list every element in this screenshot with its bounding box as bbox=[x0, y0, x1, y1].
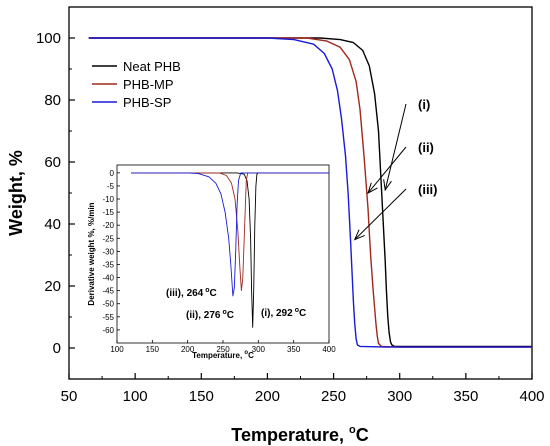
main-y-tick-label: 20 bbox=[44, 278, 61, 295]
inset-peak-label-degree: o bbox=[295, 307, 299, 314]
inset-peak-label-degree: o bbox=[205, 287, 209, 294]
main-y-tick-label: 40 bbox=[44, 216, 61, 233]
annotation-arrowhead-0 bbox=[383, 179, 392, 192]
inset-y-tick-label: -5 bbox=[107, 182, 115, 191]
main-x-axis-title-text: Temperature, bbox=[231, 425, 349, 445]
inset-peak-label-prefix: (ii), bbox=[186, 310, 204, 321]
main-series-group bbox=[88, 37, 532, 348]
annotation-label-0: (i) bbox=[418, 97, 430, 112]
main-x-tick-label: 300 bbox=[387, 388, 412, 405]
inset-y-tick-label: -15 bbox=[102, 208, 114, 217]
main-legend: Neat PHB PHB-MP PHB-SP bbox=[92, 59, 181, 110]
inset-y-tick-label: -60 bbox=[102, 326, 114, 335]
inset-peak-label-2: (i), 292 oC bbox=[261, 307, 306, 319]
inset-x-tick-label: 150 bbox=[146, 345, 160, 354]
main-x-tick-label: 50 bbox=[61, 388, 78, 405]
inset-y-axis-title: Derivative weight %, %/min bbox=[87, 202, 96, 305]
main-y-tick-label: 60 bbox=[44, 154, 61, 171]
main-series-line-2 bbox=[88, 37, 532, 348]
legend-label-1: PHB-MP bbox=[123, 77, 174, 92]
inset-x-axis-title-text: Temperature, bbox=[192, 351, 244, 360]
main-series-line-1 bbox=[88, 37, 532, 348]
inset-peak-label-unit: C bbox=[299, 308, 306, 319]
main-x-axis-title-sup: o bbox=[349, 424, 356, 436]
inset-peak-label-prefix: (iii), bbox=[166, 288, 187, 299]
inset-x-tick-label: 200 bbox=[181, 345, 195, 354]
main-x-tick-label: 250 bbox=[321, 388, 346, 405]
annotation-arrowhead-1 bbox=[367, 182, 378, 195]
inset-x-axis-title-unit: C bbox=[248, 351, 254, 360]
inset-y-tick-label: -45 bbox=[102, 287, 114, 296]
inset-x-axis-title-sup: o bbox=[244, 350, 248, 356]
inset-y-tick-label: -35 bbox=[102, 260, 114, 269]
annotation-arrowhead-2 bbox=[353, 229, 365, 241]
inset-peak-label-unit: C bbox=[210, 288, 217, 299]
main-y-tick-label: 100 bbox=[36, 30, 61, 47]
inset-y-tick-label: -20 bbox=[102, 221, 114, 230]
annotation-arrow-2 bbox=[354, 188, 407, 240]
inset-y-tick-label: -50 bbox=[102, 300, 114, 309]
inset-x-tick-label: 300 bbox=[252, 345, 266, 354]
inset-y-tick-label: -30 bbox=[102, 247, 114, 256]
main-axis-ticks: 50 100 150 200 250 300 350 400 0 20 40 60 80 100 bbox=[36, 6, 545, 405]
inset-y-tick-label: -10 bbox=[102, 195, 114, 204]
annotation-label-1: (ii) bbox=[418, 140, 434, 155]
inset-series-line-1 bbox=[131, 172, 329, 292]
inset-peak-label-value: 276 bbox=[204, 310, 221, 321]
inset-x-tick-label: 400 bbox=[322, 345, 336, 354]
annotation-label-2: (iii) bbox=[418, 182, 438, 197]
inset-peak-label-degree: o bbox=[222, 309, 226, 316]
inset-peak-label-value: 264 bbox=[187, 288, 204, 299]
main-y-tick-label: 80 bbox=[44, 92, 61, 109]
inset-axis-ticks: 100 150 200 250 300 350 400 0 -5 -10 -15 -20 -25 -30 -… bbox=[102, 169, 336, 354]
inset-series-group bbox=[131, 172, 329, 328]
main-x-axis-title: Temperature, oC bbox=[231, 424, 368, 445]
annotation-arrow-0 bbox=[384, 103, 407, 191]
main-y-tick-label: 0 bbox=[53, 340, 61, 357]
inset-peak-label-value: 292 bbox=[276, 308, 293, 319]
main-x-axis-title-unit: C bbox=[356, 425, 369, 445]
inset-y-tick-label: -40 bbox=[102, 274, 114, 283]
inset-peak-label-unit: C bbox=[227, 310, 234, 321]
inset-x-axis-title: Temperature, oC bbox=[192, 350, 254, 360]
annotation-arrow-1 bbox=[367, 146, 407, 194]
inset-peak-label-prefix: (i), bbox=[261, 308, 276, 319]
inset-series-line-2 bbox=[131, 172, 329, 297]
main-series-line-0 bbox=[88, 37, 532, 348]
legend-label-2: PHB-SP bbox=[123, 95, 171, 110]
inset-x-tick-label: 350 bbox=[287, 345, 301, 354]
main-x-tick-label: 400 bbox=[519, 388, 544, 405]
inset-y-tick-label: -55 bbox=[102, 313, 114, 322]
main-x-tick-label: 100 bbox=[123, 388, 148, 405]
inset-peak-label-1: (ii), 276 oC bbox=[186, 309, 234, 321]
inset-series-line-0 bbox=[131, 172, 329, 328]
inset-peak-labels: (iii), 264 oC(ii), 276 oC (i), 292 oC bbox=[166, 287, 306, 321]
inset-y-tick-label: 0 bbox=[110, 169, 115, 178]
inset-peak-label-0: (iii), 264 oC bbox=[166, 287, 217, 299]
inset-chart: 100 150 200 250 300 350 400 0 -5 -10 -15 -20 -25 -30 -… bbox=[87, 164, 336, 360]
main-annotations: (i) (ii) (iii) bbox=[353, 97, 438, 241]
main-y-axis-title: Weight, % bbox=[6, 150, 26, 236]
inset-plot-frame bbox=[116, 164, 330, 344]
inset-x-tick-label: 100 bbox=[110, 345, 124, 354]
main-x-tick-label: 350 bbox=[453, 388, 478, 405]
inset-y-tick-label: -25 bbox=[102, 234, 114, 243]
main-x-tick-label: 150 bbox=[189, 388, 214, 405]
legend-label-0: Neat PHB bbox=[123, 59, 181, 74]
main-x-tick-label: 200 bbox=[255, 388, 280, 405]
inset-x-tick-label: 250 bbox=[216, 345, 230, 354]
